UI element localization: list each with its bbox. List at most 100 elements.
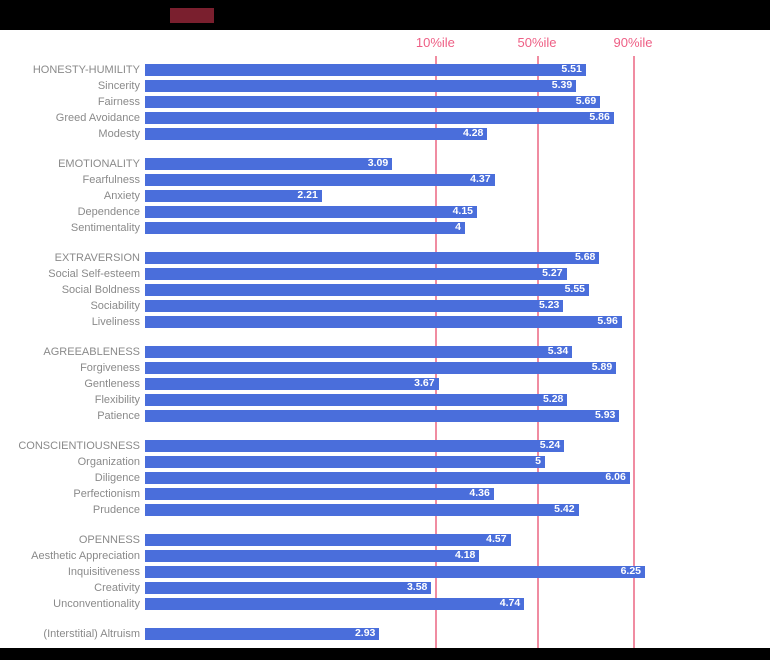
percentile-label: 10%ile: [413, 35, 457, 50]
score-bar: 4.28: [145, 127, 488, 140]
bar-group: HONESTY-HUMILITY 5.51 Sincerity 5.39 Fairnes…: [0, 62, 770, 141]
score-value: 2.21: [297, 189, 318, 202]
score-bar: 6.06: [145, 471, 630, 484]
bar-track: 5.96: [145, 315, 770, 328]
score-value: 5.55: [564, 283, 585, 296]
trait-header-label: OPENNESS: [78, 533, 140, 546]
score-bar: 5.27: [145, 267, 567, 280]
bar-group: OPENNESS 4.57 Aesthetic Appreciation 4.18 In…: [0, 532, 770, 611]
facet-label: Sociability: [90, 299, 140, 312]
bar-track: 2.21: [145, 189, 770, 202]
bar-row: Sincerity 5.39: [0, 78, 770, 93]
bar-row: Creativity 3.58: [0, 580, 770, 595]
score-bar: 5.69: [145, 95, 601, 108]
bar-track: 6.06: [145, 471, 770, 484]
score-bar: 5.23: [145, 299, 564, 312]
score-value: 5.51: [561, 63, 582, 76]
bar-track: 5.24: [145, 439, 770, 452]
bar-group: (Interstitial) Altruism 2.93: [0, 626, 770, 641]
bar-track: 4.37: [145, 173, 770, 186]
bar-track: 3.67: [145, 377, 770, 390]
bar-track: 5: [145, 455, 770, 468]
facet-label: Greed Avoidance: [55, 111, 140, 124]
bar-row: Fairness 5.69: [0, 94, 770, 109]
score-bar: 5.24: [145, 439, 565, 452]
bar-track: 4.74: [145, 597, 770, 610]
facet-label: Social Self-esteem: [48, 267, 140, 280]
bar-row: Organization 5: [0, 454, 770, 469]
bar-row: Fearfulness 4.37: [0, 172, 770, 187]
bar-track: 4.57: [145, 533, 770, 546]
bar-row: Gentleness 3.67: [0, 376, 770, 391]
trait-header-label: EMOTIONALITY: [58, 157, 140, 170]
facet-label: Unconventionality: [53, 597, 140, 610]
facet-label: Perfectionism: [73, 487, 140, 500]
score-bar: 4.74: [145, 597, 525, 610]
score-bar: 5.68: [145, 251, 600, 264]
score-value: 3.67: [414, 377, 435, 390]
score-value: 5.42: [554, 503, 575, 516]
score-bar: 4.36: [145, 487, 494, 500]
score-bar: 5.51: [145, 63, 586, 76]
score-value: 5: [535, 455, 541, 468]
bar-row: Inquisitiveness 6.25: [0, 564, 770, 579]
score-bar: 5.42: [145, 503, 579, 516]
bar-row: (Interstitial) Altruism 2.93: [0, 626, 770, 641]
score-value: 5.23: [538, 299, 560, 312]
top-accent-block: [170, 8, 214, 23]
bar-row: Liveliness 5.96: [0, 314, 770, 329]
bar-row: Social Boldness 5.55: [0, 282, 770, 297]
score-bar: 4.15: [145, 205, 477, 218]
score-value: 4: [455, 221, 461, 234]
facet-label: Sincerity: [97, 79, 140, 92]
score-value: 5.27: [542, 267, 563, 280]
score-bar: 5: [145, 455, 545, 468]
bar-track: 4.36: [145, 487, 770, 500]
bar-track: 5.51: [145, 63, 770, 76]
score-value: 5.93: [594, 409, 616, 422]
bar-row: Diligence 6.06: [0, 470, 770, 485]
bar-track: 4.28: [145, 127, 770, 140]
facet-label: Fairness: [97, 95, 140, 108]
score-value: 4.28: [462, 127, 484, 140]
bar-row: Forgiveness 5.89: [0, 360, 770, 375]
score-value: 5.39: [551, 79, 573, 92]
bar-track: 5.39: [145, 79, 770, 92]
bar-track: 4.15: [145, 205, 770, 218]
bottom-bar: [0, 648, 770, 660]
facet-label: Social Boldness: [61, 283, 140, 296]
bar-track: 5.27: [145, 267, 770, 280]
bar-row: Dependence 4.15: [0, 204, 770, 219]
trait-header-label: HONESTY-HUMILITY: [32, 63, 140, 76]
score-value: 5.69: [575, 95, 597, 108]
score-value: 5.86: [589, 111, 610, 124]
score-bar: 5.89: [145, 361, 617, 374]
score-bar: 3.58: [145, 581, 432, 594]
score-bar: 2.93: [145, 627, 380, 640]
facet-label: Dependence: [77, 205, 140, 218]
bar-track: 4.18: [145, 549, 770, 562]
bar-row: OPENNESS 4.57: [0, 532, 770, 547]
score-bar: 5.86: [145, 111, 614, 124]
score-bar: 5.93: [145, 409, 620, 422]
score-value: 6.25: [620, 565, 641, 578]
bar-row: EXTRAVERSION 5.68: [0, 250, 770, 265]
facet-label: Diligence: [94, 471, 140, 484]
bar-groups: HONESTY-HUMILITY 5.51 Sincerity 5.39 Fairnes…: [0, 62, 770, 641]
bar-track: 4: [145, 221, 770, 234]
score-value: 4.18: [454, 549, 476, 562]
bar-row: Anxiety 2.21: [0, 188, 770, 203]
bar-track: 5.68: [145, 251, 770, 264]
score-value: 5.24: [539, 439, 561, 452]
bar-track: 5.86: [145, 111, 770, 124]
score-value: 3.09: [367, 157, 389, 170]
score-value: 4.36: [469, 487, 490, 500]
score-value: 5.34: [547, 345, 569, 358]
score-bar: 5.55: [145, 283, 589, 296]
facet-label: Organization: [77, 455, 140, 468]
bar-row: Sociability 5.23: [0, 298, 770, 313]
bar-track: 5.69: [145, 95, 770, 108]
facet-label: Fearfulness: [82, 173, 140, 186]
bar-group: EMOTIONALITY 3.09 Fearfulness 4.37 Anxiety 2.…: [0, 156, 770, 235]
